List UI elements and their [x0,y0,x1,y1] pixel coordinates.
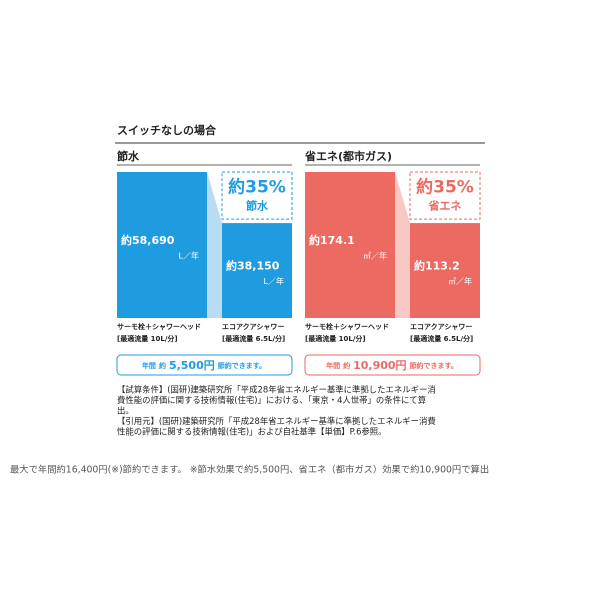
note: 出。 [117,406,134,416]
saving-box [116,354,293,376]
saving-part: 約 [343,361,350,370]
bar [117,172,207,318]
value-unit: L／年 [264,276,284,286]
note: 【引用元】(国研)建築研究所「平成28年省エネルギー基準に準拠したエネルギー消費 [117,416,436,426]
connector [395,172,410,318]
reduction-value: 約35% [228,177,286,198]
category-label: エコアクアシャワー [410,322,472,331]
bar [222,223,292,318]
category-note: [最適流量 6.5L/分] [222,334,285,343]
category-label: エコアクアシャワー [222,322,284,331]
saving-part: 10,900円 [353,359,406,372]
saving-part: 節約できます。 [218,361,266,370]
value-label: 約174.1 [309,233,355,247]
reduction-value: 約35% [416,177,474,198]
note: 【試算条件】(国研)建築研究所「平成28年省エネルギー基準に準拠したエネルギー消 [117,385,436,395]
saving-text: 年間約 5,500円 節約できます。 [142,359,266,372]
value-unit: ㎥／年 [363,251,387,261]
bar [305,172,395,318]
category-note: [最適流量 10L/分] [117,334,178,343]
category-label: サーモ栓＋シャワーヘッド [305,322,389,331]
reduction-box [409,171,481,220]
category-label: サーモ栓＋シャワーヘッド [117,322,201,331]
note: 費性能の評価に関する技術情報(住宅)」における、「東京・4人世帯」の条件にて算 [117,395,426,405]
category-note: [最適流量 6.5L/分] [410,334,473,343]
reduction-text: 節水 [246,199,269,213]
footer: 最大で年間約16,400円(※)節約できます。 ※節水効果で約5,500円、省エ… [10,464,489,476]
saving-part: 年間 [326,361,340,370]
value-label: 約113.2 [414,259,460,273]
saving-text: 年間約 10,900円 節約できます。 [326,359,458,372]
value-label: 約58,690 [121,233,175,247]
panel-title: 節水 [117,149,140,163]
panel-title: 省エネ(都市ガス) [304,149,392,163]
value-unit: ㎥／年 [448,276,472,286]
reduction-text: 省エネ [428,199,462,213]
title: スイッチなしの場合 [117,123,217,137]
category-note: [最適流量 10L/分] [305,334,366,343]
value-unit: L／年 [179,251,199,261]
reduction-box [221,171,293,220]
note: 性能の評価に関する技術情報(住宅)」および自社基準【単価】P.6参照。 [117,427,387,437]
connector [207,172,222,318]
bar [410,223,480,318]
saving-box [304,354,481,376]
value-label: 約38,150 [226,259,280,273]
saving-part: 年間 [142,361,156,370]
saving-part: 約 [159,361,166,370]
saving-part: 節約できます。 [410,361,458,370]
saving-part: 5,500円 [169,359,215,372]
